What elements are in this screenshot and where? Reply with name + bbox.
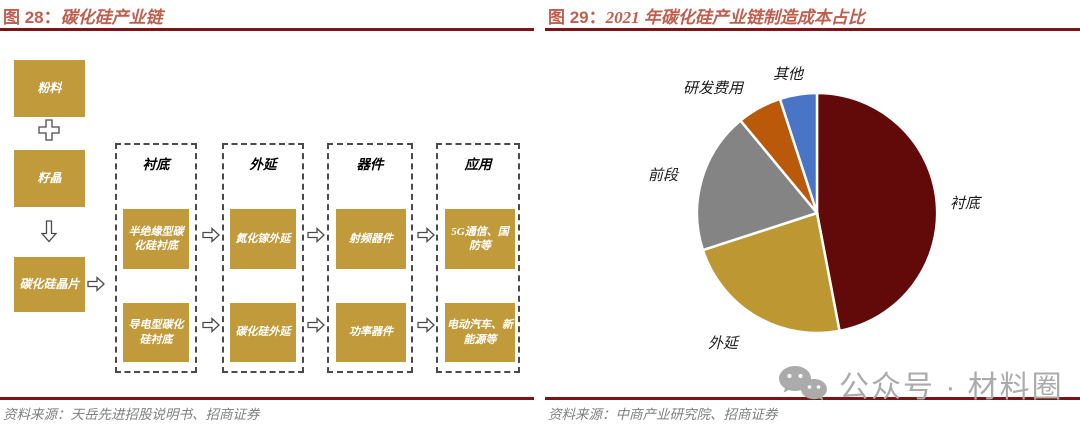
pie-slice-3	[695, 118, 820, 252]
pie-slice-2	[701, 211, 841, 335]
down-arrow-icon	[41, 220, 57, 243]
plus-connector-icon	[38, 119, 60, 141]
flow-box-gan-epitaxy: 氮化镓外延	[230, 209, 296, 269]
flow-group-epitaxy-label: 外延	[249, 157, 277, 172]
flow-box-seed-crystal: 籽晶	[14, 150, 85, 207]
flow-group-device-label: 器件	[356, 157, 384, 172]
right-arrow-icon	[307, 317, 325, 333]
figure-28-title-underline	[0, 28, 534, 31]
right-arrow-icon	[87, 276, 105, 292]
figure-28-panel: 图 28：碳化硅产业链 粉料 籽晶 碳化硅晶片 衬底 半绝缘型碳化硅衬底 导电型…	[0, 0, 534, 426]
pie-slice-5	[778, 91, 819, 214]
right-arrow-icon	[417, 317, 435, 333]
right-arrow-icon	[307, 227, 325, 243]
pie-slices	[695, 91, 939, 335]
flow-box-power-device: 功率器件	[336, 303, 406, 362]
flow-box-sic-epitaxy: 碳化硅外延	[230, 303, 296, 362]
flow-box-raw-powder: 粉料	[14, 60, 85, 117]
flow-group-application: 应用 5G通信、国防等 电动汽车、新能源等	[436, 143, 520, 373]
flow-box-ev-energy-apps: 电动汽车、新能源等	[445, 303, 515, 362]
pie-label-4: 研发费用	[683, 80, 745, 97]
figure-29-title-text: 2021 年碳化硅产业链制造成本占比	[605, 8, 865, 27]
pie-slice-1	[815, 91, 939, 333]
wechat-icon	[779, 366, 827, 401]
figure-29-title-underline	[545, 28, 1080, 31]
flow-group-application-label: 应用	[464, 157, 492, 172]
figure-28-title-text: 碳化硅产业链	[60, 8, 163, 27]
flow-box-rf-device: 射频器件	[336, 209, 406, 269]
flow-group-substrate-label: 衬底	[142, 157, 170, 172]
figure-28-title-prefix: 图 28：	[3, 8, 61, 27]
flow-group-device: 器件 射频器件 功率器件	[327, 143, 413, 373]
pie-label-5: 其他	[773, 66, 805, 83]
pie-label-2: 外延	[708, 335, 740, 352]
flow-box-semi-insulating-substrate: 半绝缘型碳化硅衬底	[123, 209, 189, 269]
flow-group-epitaxy: 外延 氮化镓外延 碳化硅外延	[222, 143, 304, 373]
watermark-text: 公众号 · 材料圈	[839, 371, 1064, 404]
figure-28-source: 资料来源：天岳先进招股说明书、招商证券	[3, 407, 260, 422]
figure-28-title: 图 28：碳化硅产业链	[3, 3, 163, 28]
figure-29-panel: 图 29：2021 年碳化硅产业链制造成本占比 衬底 外延 前段 研发费用 其他 公	[545, 0, 1080, 426]
figure-28-bottom-rule	[0, 397, 534, 400]
right-arrow-icon	[202, 227, 220, 243]
flow-box-conductive-substrate: 导电型碳化硅衬底	[123, 303, 189, 362]
flow-group-substrate: 衬底 半绝缘型碳化硅衬底 导电型碳化硅衬底	[115, 143, 197, 373]
figure-29-source: 资料来源：中商产业研究院、招商证券	[548, 407, 778, 422]
watermark: 公众号 · 材料圈	[777, 362, 1064, 406]
flow-box-sic-wafer: 碳化硅晶片	[14, 257, 85, 312]
right-arrow-icon	[417, 227, 435, 243]
pie-label-3: 前段	[648, 167, 680, 184]
figure-29-title-prefix: 图 29：	[548, 8, 606, 27]
right-arrow-icon	[202, 317, 220, 333]
pie-label-1: 衬底	[950, 195, 983, 212]
figure-29-title: 图 29：2021 年碳化硅产业链制造成本占比	[548, 3, 865, 28]
flow-box-5g-defense-apps: 5G通信、国防等	[445, 209, 515, 269]
